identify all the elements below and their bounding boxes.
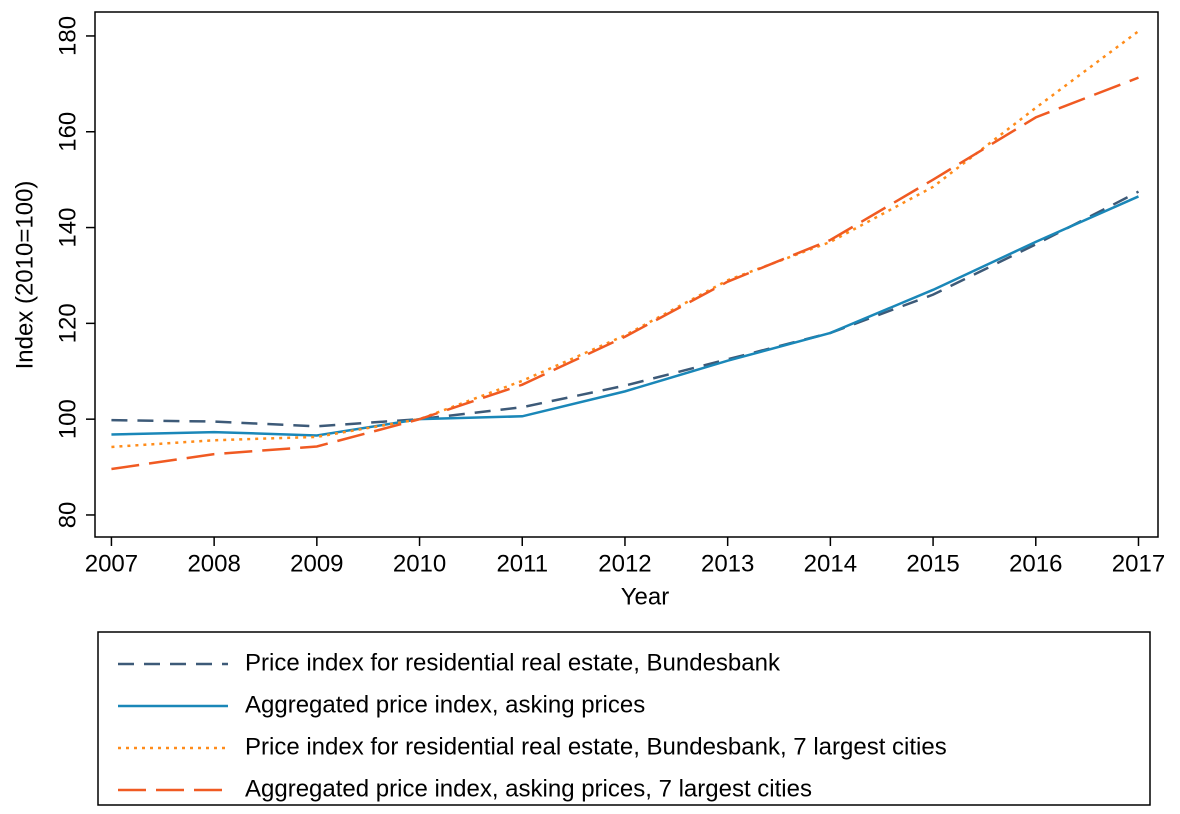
series-line <box>111 190 1140 428</box>
x-tick-label: 2017 <box>1112 550 1165 577</box>
y-tick-label: 100 <box>54 399 81 439</box>
legend-label: Aggregated price index, asking prices, 7… <box>245 775 812 802</box>
x-tick-label: 2010 <box>393 550 446 577</box>
x-tick-label: 2015 <box>906 550 959 577</box>
y-axis-label: Index (2010=100) <box>11 181 38 370</box>
legend-box <box>97 631 1151 806</box>
x-tick-label: 2012 <box>598 550 651 577</box>
y-tick-label: 180 <box>54 16 81 56</box>
x-tick-label: 2011 <box>496 550 548 577</box>
x-tick-label: 2009 <box>290 550 343 577</box>
series-line <box>111 76 1139 471</box>
x-tick-label: 2013 <box>701 550 754 577</box>
y-tick-label: 160 <box>54 112 81 152</box>
x-tick-label: 2014 <box>804 550 857 577</box>
plot-frame <box>94 11 1159 538</box>
x-tick-label: 2016 <box>1009 550 1062 577</box>
y-tick-label: 80 <box>54 502 81 529</box>
y-tick-label: 140 <box>54 208 81 248</box>
x-tick-label: 2007 <box>85 550 138 577</box>
legend-label: Price index for residential real estate,… <box>245 649 781 676</box>
series-line <box>111 195 1139 437</box>
series-line <box>111 30 1140 449</box>
y-tick-label: 120 <box>54 303 81 343</box>
x-tick-label: 2008 <box>187 550 240 577</box>
legend-label: Price index for residential real estate,… <box>245 733 947 760</box>
x-axis-label: Year <box>621 583 670 610</box>
legend-label: Aggregated price index, asking prices <box>245 691 645 718</box>
